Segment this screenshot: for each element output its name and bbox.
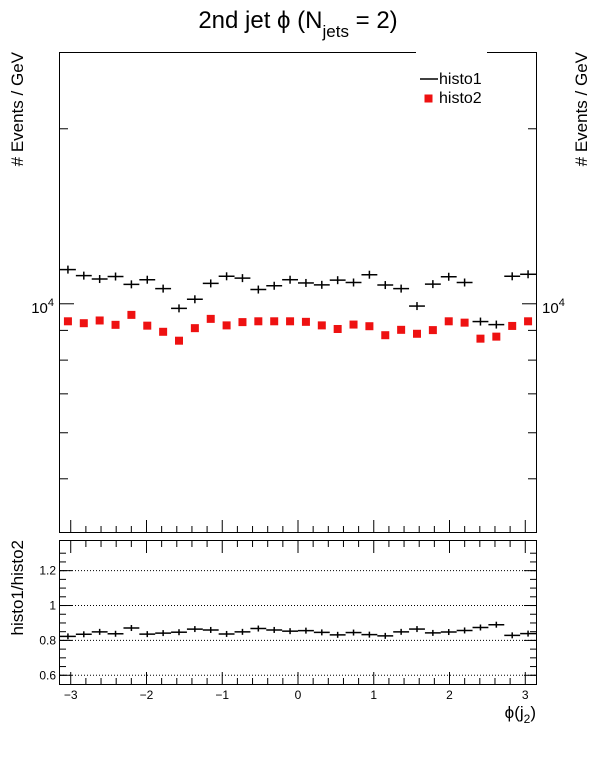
histo2-point bbox=[238, 318, 247, 327]
chart-title-subscript: jets bbox=[322, 22, 349, 41]
histo2-point bbox=[317, 321, 326, 330]
histo2-point bbox=[413, 329, 421, 338]
legend: histo1 histo2 bbox=[416, 52, 487, 107]
y-tick-label-right-exponent: 4 bbox=[559, 297, 565, 309]
y-tick-label-right: 104 bbox=[542, 297, 565, 317]
histo2-point bbox=[428, 326, 437, 335]
ratio-series-layer bbox=[60, 621, 536, 640]
y-axis-label-left: # Events / GeV bbox=[8, 51, 27, 166]
ratio-axis-ticks: 0.6 0.8 1 1.2 −3 −2 −1 0 1 2 3 bbox=[39, 541, 536, 702]
ratio-gridlines bbox=[60, 570, 536, 676]
histo2-point bbox=[63, 317, 72, 326]
histo2-point bbox=[301, 317, 310, 326]
ratio-y-tick-label: 1.2 bbox=[39, 564, 56, 578]
histo2-point bbox=[222, 321, 231, 330]
y-axis-label-right: # Events / GeV bbox=[572, 51, 591, 166]
legend-marker-histo2 bbox=[424, 94, 433, 103]
legend-label-histo1: histo1 bbox=[439, 71, 482, 88]
x-axis-label-end: ) bbox=[530, 703, 536, 722]
histo2-point bbox=[95, 316, 104, 325]
y-tick-label-base: 10 bbox=[31, 300, 48, 317]
main-axis-ticks bbox=[60, 128, 536, 532]
x-axis-label: ϕ(j2) bbox=[505, 703, 536, 726]
y-tick-label-left: 104 bbox=[31, 297, 54, 317]
histo2-point bbox=[127, 310, 136, 319]
ratio-x-tick-label: −1 bbox=[215, 688, 229, 702]
legend-box bbox=[416, 52, 487, 100]
main-series-layer bbox=[60, 265, 536, 345]
histo2-point bbox=[175, 336, 183, 345]
ratio-plot-frame bbox=[59, 540, 537, 685]
histo2-point bbox=[476, 334, 485, 343]
histo2-point bbox=[111, 320, 120, 329]
histo2-point bbox=[206, 314, 215, 323]
histo2-point bbox=[159, 327, 168, 336]
x-axis-label-subscript: 2 bbox=[524, 712, 531, 726]
histo2-point bbox=[460, 318, 469, 327]
histo2-point bbox=[286, 317, 295, 326]
x-axis-label-main: ϕ(j bbox=[505, 703, 524, 722]
histo2-point bbox=[444, 317, 453, 326]
histo2-point bbox=[524, 317, 533, 326]
ratio-y-tick-label: 1 bbox=[49, 599, 56, 613]
ratio-x-tick-label: 0 bbox=[295, 688, 302, 702]
histo2-point bbox=[254, 317, 263, 326]
ratio-y-axis-label: histo1/histo2 bbox=[8, 540, 27, 635]
histo2-point bbox=[270, 317, 279, 326]
ratio-y-tick-label: 0.6 bbox=[39, 668, 56, 682]
histo2-point bbox=[190, 324, 199, 333]
chart-title: 2nd jet ϕ (Njets = 2) bbox=[198, 7, 397, 41]
chart-title-end: = 2) bbox=[349, 7, 398, 34]
histo2-point bbox=[381, 331, 390, 340]
ratio-x-tick-label: 3 bbox=[522, 688, 529, 702]
ratio-x-tick-label: 1 bbox=[370, 688, 377, 702]
chart-title-main: 2nd jet ϕ (N bbox=[198, 7, 322, 34]
y-tick-label-right-base: 10 bbox=[542, 300, 559, 317]
main-plot-frame bbox=[59, 52, 537, 533]
ratio-x-tick-label: −2 bbox=[140, 688, 154, 702]
ratio-x-tick-label: 2 bbox=[446, 688, 453, 702]
histo2-point bbox=[508, 321, 517, 330]
histo2-point bbox=[492, 332, 501, 341]
legend-label-histo2: histo2 bbox=[439, 90, 482, 107]
histo2-point bbox=[397, 325, 406, 334]
histo2-point bbox=[349, 320, 358, 329]
histo2-point bbox=[365, 322, 374, 331]
y-tick-label-exponent: 4 bbox=[48, 297, 54, 309]
ratio-y-tick-label: 0.8 bbox=[39, 633, 56, 647]
ratio-x-tick-label: −3 bbox=[64, 688, 78, 702]
histo2-point bbox=[333, 324, 342, 333]
histo2-point bbox=[143, 321, 152, 330]
histo2-point bbox=[79, 319, 88, 328]
